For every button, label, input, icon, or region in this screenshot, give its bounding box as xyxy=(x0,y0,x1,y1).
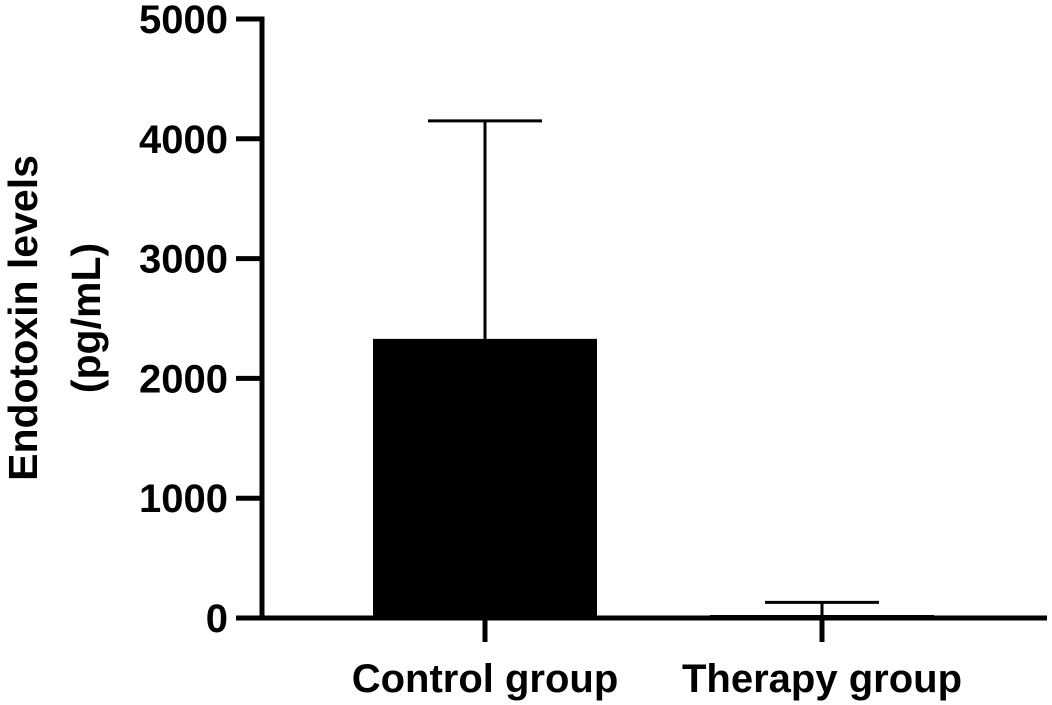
x-axis-ticks: Control group Therapy group xyxy=(352,618,962,701)
y-axis-title-line: (pg/mL) xyxy=(63,243,109,393)
y-axis-ticks: 0 1000 2000 3000 4000 5000 xyxy=(139,0,262,641)
y-tick-label: 4000 xyxy=(139,118,228,162)
bar-1 xyxy=(373,338,597,618)
error-bars xyxy=(428,119,879,616)
y-tick-label: 2000 xyxy=(139,357,228,401)
y-tick-label: 0 xyxy=(206,597,228,641)
x-tick-label: Therapy group xyxy=(682,657,962,701)
y-tick-label: 5000 xyxy=(139,0,228,42)
y-tick-label: 3000 xyxy=(139,238,228,282)
x-tick-label: Control group xyxy=(352,657,619,701)
y-axis-title: Endotoxin levels (pg/mL) xyxy=(0,155,109,481)
y-axis-title-line: Endotoxin levels xyxy=(0,155,46,481)
y-tick-label: 1000 xyxy=(139,477,228,521)
bars xyxy=(373,338,934,618)
